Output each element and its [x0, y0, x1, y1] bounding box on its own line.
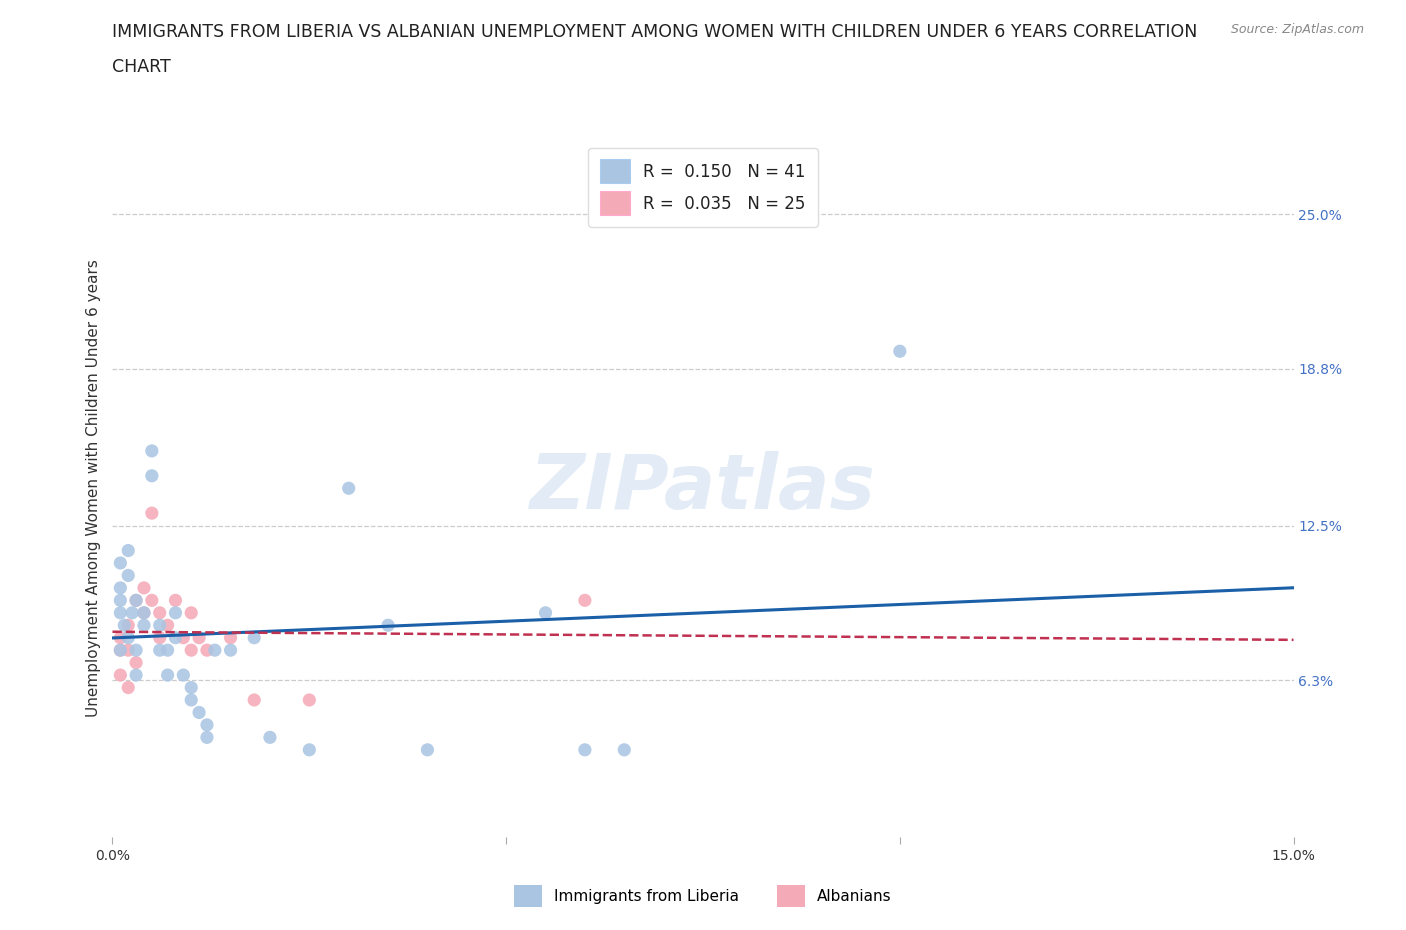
Point — [172, 668, 194, 683]
Point — [337, 481, 360, 496]
Point — [219, 643, 242, 658]
Point — [125, 643, 148, 658]
Point — [165, 631, 187, 645]
Point — [132, 605, 155, 620]
Y-axis label: Unemployment Among Women with Children Under 6 years: Unemployment Among Women with Children U… — [86, 259, 101, 717]
Point — [180, 605, 202, 620]
Point — [195, 717, 218, 732]
Point — [195, 730, 218, 745]
Point — [125, 668, 148, 683]
Point — [110, 631, 132, 645]
Point — [112, 618, 135, 632]
Point — [165, 593, 187, 608]
Point — [132, 618, 155, 632]
Point — [165, 605, 187, 620]
Point — [117, 543, 139, 558]
Point — [416, 742, 439, 757]
Point — [117, 568, 139, 583]
Point — [110, 668, 132, 683]
Text: CHART: CHART — [112, 58, 172, 75]
Point — [156, 618, 179, 632]
Point — [574, 742, 596, 757]
Text: ZIPatlas: ZIPatlas — [530, 451, 876, 525]
Point — [377, 618, 399, 632]
Point — [110, 643, 132, 658]
Text: IMMIGRANTS FROM LIBERIA VS ALBANIAN UNEMPLOYMENT AMONG WOMEN WITH CHILDREN UNDER: IMMIGRANTS FROM LIBERIA VS ALBANIAN UNEM… — [112, 23, 1198, 41]
Point — [889, 344, 911, 359]
Point — [204, 643, 226, 658]
Point — [110, 643, 132, 658]
Point — [141, 444, 163, 458]
Point — [132, 605, 155, 620]
Point — [534, 605, 557, 620]
Point — [259, 730, 281, 745]
Point — [110, 605, 132, 620]
Point — [195, 643, 218, 658]
Point — [125, 593, 148, 608]
Point — [243, 631, 266, 645]
Point — [149, 631, 172, 645]
Text: Source: ZipAtlas.com: Source: ZipAtlas.com — [1230, 23, 1364, 36]
Point — [110, 580, 132, 595]
Point — [613, 742, 636, 757]
Legend: Immigrants from Liberia, Albanians: Immigrants from Liberia, Albanians — [508, 879, 898, 913]
Point — [156, 668, 179, 683]
Point — [180, 680, 202, 695]
Point — [298, 742, 321, 757]
Point — [219, 631, 242, 645]
Point — [149, 605, 172, 620]
Point — [149, 643, 172, 658]
Point — [243, 693, 266, 708]
Point — [141, 469, 163, 484]
Point — [188, 705, 211, 720]
Point — [188, 631, 211, 645]
Point — [574, 593, 596, 608]
Point — [149, 618, 172, 632]
Point — [121, 605, 143, 620]
Point — [117, 680, 139, 695]
Point — [110, 593, 132, 608]
Point — [132, 580, 155, 595]
Point — [125, 656, 148, 671]
Point — [117, 631, 139, 645]
Point — [117, 643, 139, 658]
Point — [156, 643, 179, 658]
Point — [298, 693, 321, 708]
Point — [172, 631, 194, 645]
Point — [141, 593, 163, 608]
Point — [180, 693, 202, 708]
Point — [180, 643, 202, 658]
Point — [117, 618, 139, 632]
Point — [110, 555, 132, 570]
Point — [125, 593, 148, 608]
Point — [141, 506, 163, 521]
